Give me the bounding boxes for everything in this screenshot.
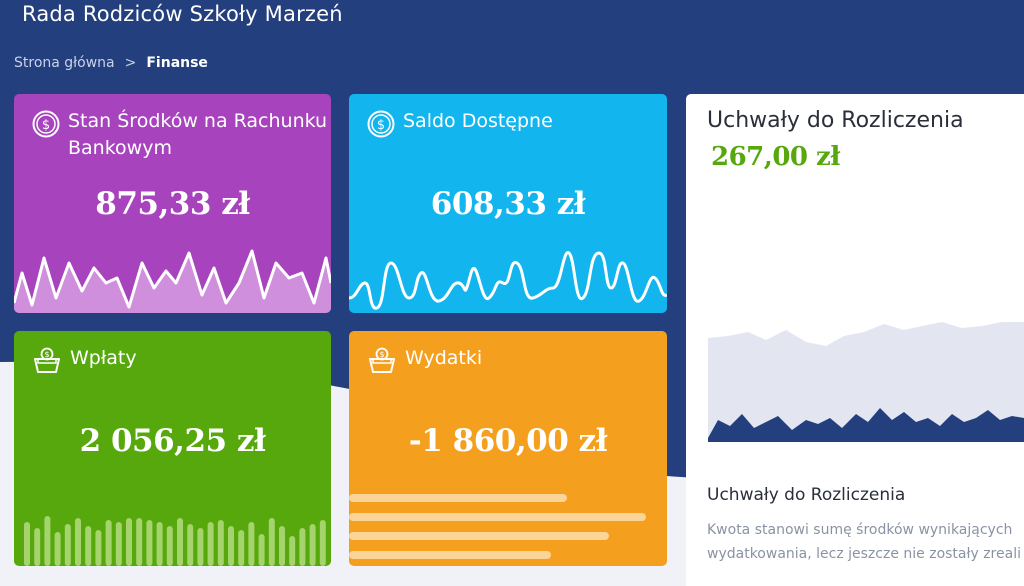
vbar bbox=[217, 520, 224, 566]
money-basket-icon: $ bbox=[367, 347, 397, 383]
vbar bbox=[85, 526, 92, 566]
vbar bbox=[115, 522, 122, 566]
vbar bbox=[309, 524, 316, 566]
resolutions-panel[interactable]: Uchwały do Rozliczenia 267,00 zł Uchwały… bbox=[686, 94, 1024, 586]
breadcrumb-home-link[interactable]: Strona główna bbox=[14, 55, 115, 71]
area-chart bbox=[708, 322, 1024, 442]
vbar bbox=[126, 518, 132, 566]
svg-text:$: $ bbox=[377, 118, 385, 133]
card-value: -1 860,00 zł bbox=[408, 423, 608, 459]
panel-amount: 267,00 zł bbox=[711, 142, 840, 172]
vbar bbox=[289, 536, 296, 566]
vbar bbox=[268, 518, 275, 566]
svg-text:$: $ bbox=[42, 118, 50, 133]
description-line: Kwota stanowi sumę środków wynikających bbox=[707, 522, 1013, 538]
card-income[interactable]: $ Wpłaty 2 056,25 zł bbox=[14, 331, 331, 566]
vbar bbox=[197, 528, 204, 566]
hbar bbox=[349, 551, 551, 559]
vbar bbox=[34, 528, 41, 566]
card-header: $ Wpłaty bbox=[32, 345, 137, 383]
card-value: 2 056,25 zł bbox=[79, 423, 266, 459]
vbar bbox=[95, 530, 102, 566]
vbar bbox=[146, 520, 153, 566]
card-title: Wydatki bbox=[405, 347, 483, 369]
dollar-coin-icon: $ bbox=[367, 110, 395, 146]
vbar bbox=[238, 530, 245, 566]
vbar bbox=[44, 516, 51, 566]
vbar bbox=[228, 526, 234, 566]
card-value: 875,33 zł bbox=[95, 186, 250, 222]
vbar bbox=[187, 524, 194, 566]
money-basket-icon: $ bbox=[32, 347, 62, 383]
card-value: 608,33 zł bbox=[430, 186, 586, 222]
card-title: Saldo Dostępne bbox=[403, 110, 553, 132]
hbar bbox=[349, 494, 567, 502]
app-title: Rada Rodziców Szkoły Marzeń bbox=[22, 2, 343, 26]
vbar bbox=[299, 528, 306, 566]
svg-text:$: $ bbox=[379, 350, 384, 359]
vbar bbox=[279, 526, 285, 566]
vbar bbox=[248, 522, 255, 566]
vbar bbox=[319, 520, 326, 566]
svg-text:$: $ bbox=[44, 350, 49, 359]
horizontal-bar-sparkline bbox=[349, 494, 646, 559]
hbar bbox=[349, 513, 646, 521]
vbar bbox=[177, 518, 183, 566]
vbar bbox=[136, 518, 143, 566]
card-available-balance[interactable]: $ Saldo Dostępne 608,33 zł bbox=[349, 94, 667, 313]
hbar bbox=[349, 532, 609, 540]
vbar bbox=[156, 522, 163, 566]
breadcrumb-current: Finanse bbox=[146, 55, 208, 71]
card-header: $ Stan Środków na Rachunku Bankowym bbox=[32, 108, 328, 162]
bar-sparkline bbox=[24, 516, 326, 566]
vbar bbox=[64, 524, 71, 566]
vbar bbox=[258, 534, 265, 566]
panel-subtitle: Uchwały do Rozliczenia bbox=[707, 485, 906, 505]
dollar-coin-icon: $ bbox=[32, 110, 60, 146]
vbar bbox=[166, 526, 173, 566]
sparkline-chart bbox=[349, 251, 667, 310]
vbar bbox=[24, 522, 30, 566]
card-title: Stan Środków na Rachunku Bankowym bbox=[68, 110, 328, 159]
card-title: Wpłaty bbox=[70, 347, 137, 369]
card-bank-balance[interactable]: $ Stan Środków na Rachunku Bankowym 875,… bbox=[14, 94, 331, 313]
vbar bbox=[54, 532, 61, 566]
card-expenses[interactable]: $ Wydatki -1 860,00 zł bbox=[349, 331, 667, 566]
description-line: wydatkowania, lecz jeszcze nie zostały z… bbox=[707, 546, 1021, 562]
card-header: $ Wydatki bbox=[367, 345, 482, 383]
breadcrumb: Strona główna > Finanse bbox=[14, 55, 208, 71]
vbar bbox=[207, 522, 214, 566]
breadcrumb-separator: > bbox=[124, 55, 137, 71]
card-header: $ Saldo Dostępne bbox=[367, 108, 553, 146]
sparkline-chart bbox=[14, 249, 331, 313]
panel-description: Kwota stanowi sumę środków wynikających … bbox=[707, 518, 1024, 566]
vbar bbox=[75, 518, 81, 566]
vbar bbox=[105, 520, 112, 566]
panel-title: Uchwały do Rozliczenia bbox=[707, 108, 964, 133]
